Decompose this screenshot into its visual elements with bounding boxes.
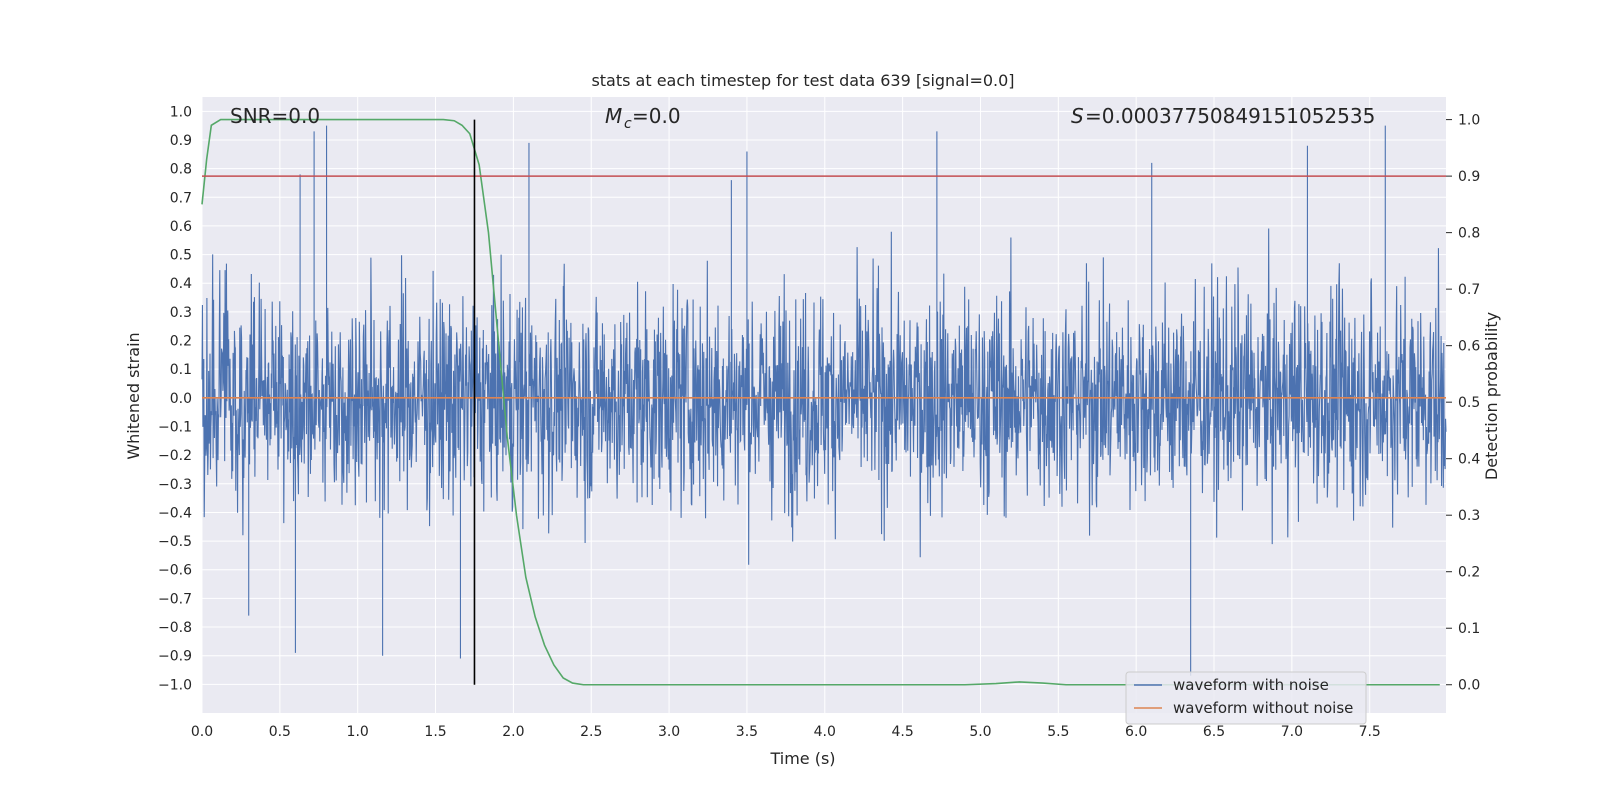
x-tick-label: 4.0 xyxy=(814,724,836,740)
y-tick-label-left: 0.4 xyxy=(170,276,192,292)
y-tick-label-right: 0.4 xyxy=(1458,452,1480,468)
x-axis-ticks: 0.0 0.5 1.0 1.5 2.0 2.5 3.0 3.5 4.0 4.5 5.0 5.5 6.0 6… xyxy=(191,724,1381,740)
y-tick-label-left: 0.3 xyxy=(170,305,192,321)
chirp-mass-annotation: M c =0.0 xyxy=(605,104,681,132)
y-tick-label-left: 0.0 xyxy=(170,391,192,407)
y-tick-label-right: 0.6 xyxy=(1458,339,1480,355)
x-tick-label: 3.0 xyxy=(658,724,680,740)
legend: waveform with noise waveform without noi… xyxy=(1125,671,1367,725)
y-tick-label-right: 0.7 xyxy=(1458,282,1480,298)
y-tick-label-left: 0.9 xyxy=(170,133,192,149)
waveform-with-noise-series xyxy=(201,125,1447,676)
y-tick-label-left: 0.1 xyxy=(170,362,192,378)
s-value: =0.0003775084915105253​5 xyxy=(1085,104,1375,128)
x-tick-label: 0.5 xyxy=(269,724,291,740)
legend-label-noise: waveform with noise xyxy=(1173,676,1329,694)
x-tick-label: 6.0 xyxy=(1125,724,1147,740)
x-tick-label: 1.0 xyxy=(347,724,369,740)
y-axis-right-ticks: 1.0 0.9 0.8 0.7 0.6 0.5 0.4 0.3 0.2 0.1 0.0 xyxy=(1446,113,1480,694)
y-tick-label-left: −0.9 xyxy=(158,649,192,665)
y-tick-label-left: 0.2 xyxy=(170,334,192,350)
legend-label-clean: waveform without noise xyxy=(1173,699,1353,717)
y-tick-label-left: 0.7 xyxy=(170,190,192,206)
legend-box xyxy=(1125,671,1367,725)
y-tick-label-left: −1.0 xyxy=(158,677,192,693)
x-tick-label: 7.5 xyxy=(1359,724,1381,740)
waveform-with-noise-line xyxy=(201,125,1447,676)
x-tick-label: 7.0 xyxy=(1281,724,1303,740)
chart-title: stats at each timestep for test data 639… xyxy=(591,71,1014,90)
x-tick-label: 1.5 xyxy=(424,724,446,740)
y-tick-label-left: −0.2 xyxy=(158,448,192,464)
y-axis-left-label: Whitened strain xyxy=(124,332,143,459)
y-tick-label-left: −0.3 xyxy=(158,477,192,493)
score-annotation: S =0.0003775084915105253​5 xyxy=(1071,104,1375,128)
y-axis-left-ticks: 1.0 0.9 0.8 0.7 0.6 0.5 0.4 0.3 0.2 0.1 0.0 −0.1 −0.… xyxy=(158,104,192,693)
y-tick-label-left: −0.7 xyxy=(158,591,192,607)
y-tick-label-right: 0.8 xyxy=(1458,226,1480,242)
y-tick-label-right: 0.3 xyxy=(1458,508,1480,524)
y-tick-label-left: −0.8 xyxy=(158,620,192,636)
y-tick-label-left: 0.5 xyxy=(170,248,192,264)
y-tick-label-right: 0.1 xyxy=(1458,621,1480,637)
y-tick-label-left: −0.4 xyxy=(158,505,192,521)
y-axis-right-label: Detection probability xyxy=(1482,312,1501,480)
mc-symbol: M xyxy=(605,104,622,128)
mc-subscript: c xyxy=(624,116,632,132)
y-tick-label-left: −0.6 xyxy=(158,563,192,579)
x-tick-label: 2.5 xyxy=(580,724,602,740)
snr-annotation: SNR=0.0 xyxy=(230,104,320,128)
y-tick-label-right: 0.2 xyxy=(1458,565,1480,581)
x-tick-label: 0.0 xyxy=(191,724,213,740)
y-tick-label-right: 0.5 xyxy=(1458,395,1480,411)
x-tick-label: 5.5 xyxy=(1047,724,1069,740)
x-tick-label: 2.0 xyxy=(502,724,524,740)
y-tick-label-left: 1.0 xyxy=(170,104,192,120)
y-tick-label-left: −0.1 xyxy=(158,419,192,435)
x-tick-label: 5.0 xyxy=(969,724,991,740)
y-tick-label-right: 0.9 xyxy=(1458,169,1480,185)
mc-value: =0.0 xyxy=(632,104,681,128)
y-tick-label-right: 0.0 xyxy=(1458,678,1480,694)
y-tick-label-right: 1.0 xyxy=(1458,113,1480,129)
s-symbol: S xyxy=(1071,104,1084,128)
y-tick-label-left: 0.6 xyxy=(170,219,192,235)
y-tick-label-left: 0.8 xyxy=(170,162,192,178)
x-axis-label: Time (s) xyxy=(769,749,835,768)
detection-probability-line xyxy=(201,118,1440,686)
y-tick-label-left: −0.5 xyxy=(158,534,192,550)
x-tick-label: 6.5 xyxy=(1203,724,1225,740)
overlay-lines xyxy=(201,118,1446,686)
x-tick-label: 3.5 xyxy=(736,724,758,740)
x-tick-label: 4.5 xyxy=(891,724,913,740)
